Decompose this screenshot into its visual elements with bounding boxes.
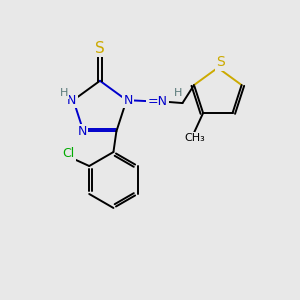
Text: S: S (95, 41, 105, 56)
Text: =N: =N (148, 95, 167, 108)
Text: N: N (77, 125, 87, 138)
Text: N: N (123, 94, 133, 106)
Text: CH₃: CH₃ (184, 133, 205, 143)
Text: Cl: Cl (62, 147, 75, 160)
Text: N: N (67, 94, 76, 106)
Text: H: H (174, 88, 182, 98)
Text: H: H (60, 88, 68, 98)
Text: S: S (216, 56, 225, 69)
